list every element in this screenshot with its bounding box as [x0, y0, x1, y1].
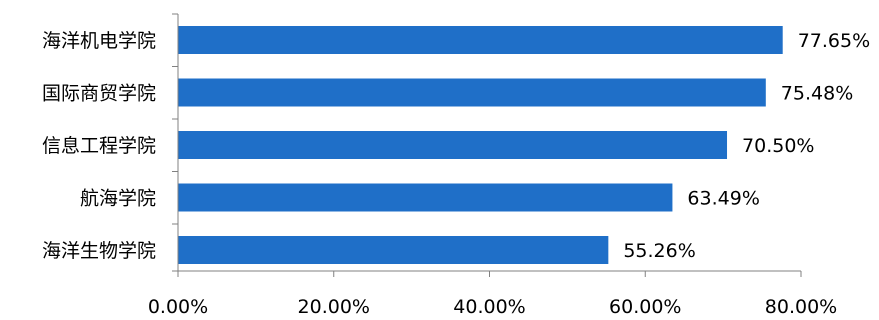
category-label: 海洋机电学院: [42, 30, 156, 52]
x-tick-label: 20.00%: [298, 296, 370, 318]
category-label: 国际商贸学院: [42, 83, 156, 105]
x-tick-label: 60.00%: [609, 296, 681, 318]
x-tick-label: 40.00%: [453, 296, 525, 318]
category-label: 信息工程学院: [42, 135, 156, 157]
data-label: 63.49%: [687, 188, 759, 210]
bar: [178, 131, 728, 159]
x-tick-label: 80.00%: [765, 296, 837, 318]
bar: [178, 78, 766, 107]
data-label: 77.65%: [798, 30, 870, 52]
data-label: 55.26%: [623, 240, 695, 262]
bar: [178, 236, 609, 264]
data-label: 75.48%: [781, 83, 853, 105]
data-label: 70.50%: [742, 135, 814, 157]
category-label: 航海学院: [80, 188, 156, 210]
x-tick-label: 0.00%: [148, 296, 208, 318]
category-label: 海洋生物学院: [42, 240, 156, 262]
bar: [178, 26, 783, 54]
bar: [178, 183, 673, 212]
